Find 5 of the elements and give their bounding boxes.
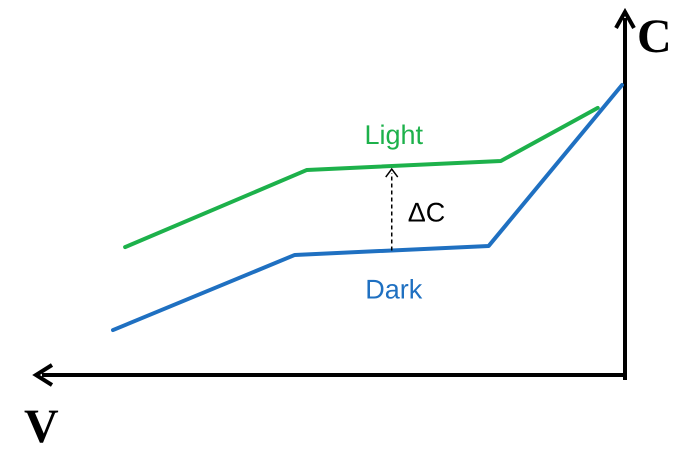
series-label: Dark	[365, 274, 423, 304]
y-axis-title: C	[637, 10, 672, 63]
x-axis-title: V	[24, 400, 59, 453]
annotation: ΔC	[408, 198, 446, 228]
series-label: Light	[364, 120, 424, 150]
